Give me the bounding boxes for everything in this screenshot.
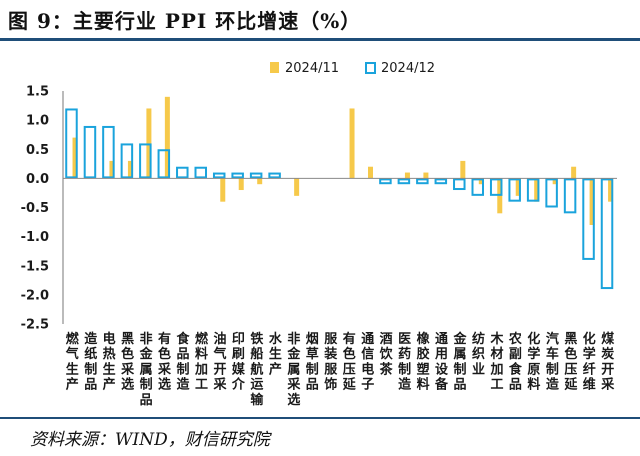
category-label: 水生产 xyxy=(269,331,283,377)
bar-2024-11 xyxy=(404,172,410,179)
bar-2024-12 xyxy=(489,178,503,196)
category-label: 黑色采选 xyxy=(120,332,135,393)
bar-2024-11 xyxy=(220,178,226,202)
category-label: 铁船航运输 xyxy=(249,331,264,408)
y-tick-label: -2.0 xyxy=(21,288,49,303)
y-tick-label: -0.5 xyxy=(21,201,49,216)
bar-2024-12 xyxy=(176,166,189,179)
y-tick-label: -1.5 xyxy=(21,259,49,274)
bar-2024-11 xyxy=(515,178,521,196)
bar-2024-12 xyxy=(508,178,521,202)
bar-2024-12 xyxy=(600,178,614,290)
category-label: 非金属制品 xyxy=(139,331,154,408)
category-label: 烟草制品 xyxy=(306,332,319,393)
chart-title: 图 9：主要行业 PPI 环比增速（%） xyxy=(8,9,362,33)
category-label: 通信电子 xyxy=(361,331,374,393)
bar-2024-11 xyxy=(294,178,300,196)
bar-2024-11 xyxy=(497,178,503,214)
bar-2024-12 xyxy=(231,172,244,179)
bar-2024-11 xyxy=(571,166,577,179)
bar-2024-11 xyxy=(164,96,170,179)
y-tick-label: 0.0 xyxy=(26,172,49,187)
bar-2024-11 xyxy=(460,160,466,179)
bar-2024-12 xyxy=(397,178,411,185)
category-label: 金属制品 xyxy=(453,331,468,393)
bar-2024-12 xyxy=(268,172,281,179)
y-tick-label: -2.5 xyxy=(21,318,49,333)
bar-2024-12 xyxy=(120,143,134,179)
category-label: 农副食品 xyxy=(508,331,523,393)
bar-2024-11 xyxy=(608,178,614,202)
category-label: 纺织业 xyxy=(472,331,485,377)
category-label: 服装服饰 xyxy=(323,332,338,393)
bar-2024-11 xyxy=(552,178,558,185)
bar-2024-11 xyxy=(72,137,78,179)
bar-2024-12 xyxy=(434,178,448,185)
y-tick-label: 0.5 xyxy=(26,143,49,158)
category-label: 燃气生产 xyxy=(66,331,80,393)
category-label: 医药制造 xyxy=(398,332,412,393)
legend-swatch-2024-11 xyxy=(270,62,279,73)
category-label: 非金属采选 xyxy=(286,331,301,408)
legend-label-2024-12: 2024/12 xyxy=(381,61,435,76)
title-rule xyxy=(0,38,640,41)
category-label: 通用设备 xyxy=(434,331,449,393)
category-label: 造纸制品 xyxy=(84,331,98,393)
y-tick-label: 1.0 xyxy=(26,114,49,129)
bar-2024-11 xyxy=(109,160,115,179)
bar-2024-12 xyxy=(194,166,207,179)
bar-2024-12 xyxy=(65,108,78,179)
category-label: 化学原料 xyxy=(527,331,540,393)
category-label: 汽车制造 xyxy=(546,331,560,393)
bar-2024-11 xyxy=(257,178,263,185)
bar-2024-12 xyxy=(139,143,152,179)
bar-2024-11 xyxy=(349,108,355,179)
bar-2024-11 xyxy=(423,172,429,179)
category-label: 电热生产 xyxy=(103,331,116,393)
bar-2024-12 xyxy=(526,178,540,202)
bar-2024-12 xyxy=(102,125,115,179)
category-label: 煤炭开采 xyxy=(600,331,615,393)
bar-2024-12 xyxy=(416,178,429,185)
category-label: 黑色压延 xyxy=(563,332,578,393)
category-label: 木材加工 xyxy=(489,331,504,393)
bar-2024-11 xyxy=(127,160,133,179)
legend-swatch-2024-12 xyxy=(365,62,376,74)
category-label: 橡胶塑料 xyxy=(417,331,431,393)
source-rule xyxy=(0,417,640,419)
category-label: 有色压延 xyxy=(342,331,357,393)
bar-2024-12 xyxy=(563,178,577,214)
legend-label-2024-11: 2024/11 xyxy=(285,61,339,76)
category-label: 燃料加工 xyxy=(194,331,209,393)
bar-2024-12 xyxy=(157,149,171,179)
bar-2024-11 xyxy=(238,178,244,191)
bar-2024-12 xyxy=(582,178,595,260)
bar-2024-12 xyxy=(453,178,466,191)
source-note: 资料来源：WIND，财信研究院 xyxy=(30,430,270,450)
bar-2024-11 xyxy=(478,178,484,185)
category-label: 印刷媒介 xyxy=(231,332,246,393)
bar-2024-11 xyxy=(589,178,595,225)
bar-2024-12 xyxy=(471,178,484,196)
bar-2024-12 xyxy=(212,172,226,179)
category-label: 有色采选 xyxy=(157,331,172,393)
bar-2024-11 xyxy=(146,108,152,179)
bar-chart: 1.5 1.0 0.5 0.0 -0.5 -1.0 -1.5 -2.0 -2.5 燃气生产造纸制品… xyxy=(21,61,617,408)
bar-2024-12 xyxy=(249,172,263,179)
category-label: 化学纤维 xyxy=(583,331,596,393)
bar-2024-12 xyxy=(545,178,558,208)
bar-2024-11 xyxy=(534,178,540,202)
bar-2024-12 xyxy=(83,125,97,179)
bar-2024-12 xyxy=(379,178,392,185)
category-label: 酒饮茶 xyxy=(379,332,394,377)
category-label: 油气开采 xyxy=(212,331,227,393)
bar-2024-11 xyxy=(368,166,373,179)
category-label: 食品制造 xyxy=(177,331,191,393)
y-tick-label: -1.0 xyxy=(21,230,49,245)
y-tick-label: 1.5 xyxy=(26,85,49,100)
